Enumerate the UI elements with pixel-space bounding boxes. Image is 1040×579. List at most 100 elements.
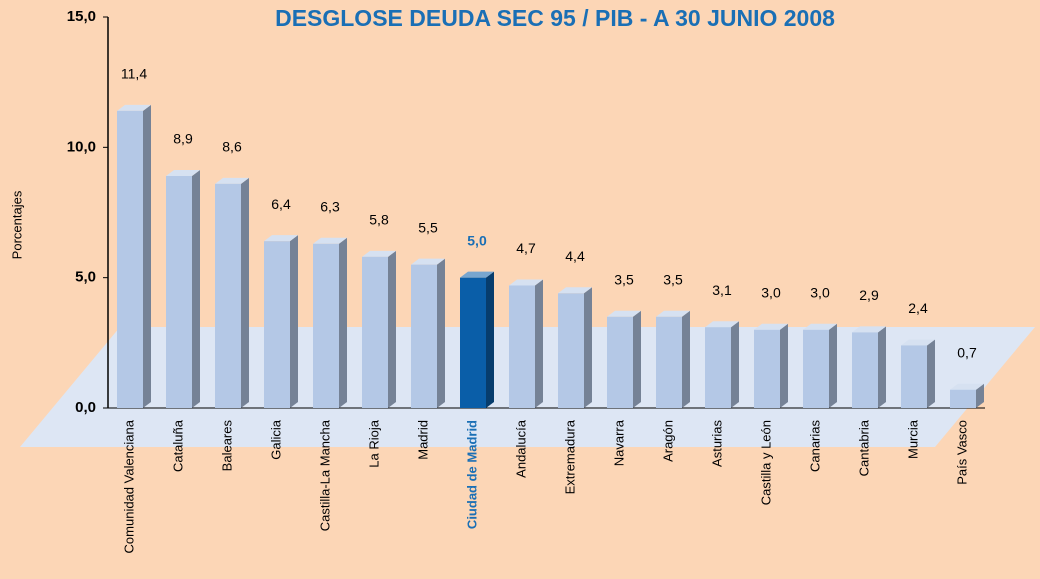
x-tick-label: Galicia — [268, 419, 283, 460]
bar-top — [215, 177, 249, 184]
bar-side — [927, 339, 935, 408]
y-tick-label: 5,0 — [75, 269, 96, 286]
bar — [852, 326, 886, 408]
bar — [901, 339, 935, 408]
y-tick-label: 15,0 — [67, 8, 96, 25]
x-tick-label: Madrid — [415, 420, 430, 460]
bar-front — [166, 176, 192, 408]
value-label: 5,5 — [418, 219, 438, 235]
bar-top — [754, 323, 788, 330]
bar-side — [731, 321, 739, 408]
x-tick-label: Cataluña — [170, 419, 185, 472]
x-tick-label: Navarra — [611, 419, 626, 466]
bar-top — [607, 310, 641, 317]
bar-side — [143, 104, 151, 408]
bar — [656, 310, 690, 408]
y-tick-label: 0,0 — [75, 399, 96, 416]
bar-front — [803, 329, 829, 408]
y-axis-label: Porcentajes — [9, 190, 24, 259]
x-tick-label: Ciudad de Madrid — [464, 420, 479, 529]
bar-top — [460, 271, 494, 278]
bar-top — [411, 258, 445, 265]
bar-side — [388, 250, 396, 408]
bar-top — [852, 326, 886, 333]
bar — [313, 237, 347, 408]
bar-side — [535, 279, 543, 408]
bar-front — [607, 316, 633, 408]
y-tick-label: 10,0 — [67, 138, 96, 155]
bar — [264, 235, 298, 408]
value-label: 3,5 — [614, 271, 634, 287]
bar-front — [901, 345, 927, 408]
bar-top — [264, 235, 298, 242]
bar-side — [976, 383, 984, 408]
bar-side — [437, 258, 445, 408]
value-label: 8,9 — [173, 131, 193, 147]
x-tick-label: Asturias — [709, 420, 724, 467]
x-tick-label: Cantabria — [856, 419, 871, 476]
bar-side — [584, 287, 592, 408]
x-tick-label: Extremadura — [562, 419, 577, 494]
bar-top — [313, 237, 347, 244]
value-label: 11,4 — [121, 66, 147, 82]
bar-side — [486, 271, 494, 408]
bar-top — [509, 279, 543, 286]
x-tick-label: Castilla-La Mancha — [317, 419, 332, 531]
x-tick-label: Baleares — [219, 420, 234, 472]
bar-front — [215, 183, 241, 408]
bar-top — [117, 104, 151, 111]
bar-front — [754, 329, 780, 408]
bar-top — [950, 383, 984, 390]
bar — [607, 310, 641, 408]
bar-front — [411, 264, 437, 408]
bar — [460, 271, 494, 408]
bar — [166, 170, 200, 408]
value-label: 3,0 — [761, 285, 781, 301]
value-label: 5,0 — [467, 232, 487, 248]
x-tick-label: Murcia — [905, 419, 920, 459]
value-label: 3,1 — [712, 282, 732, 298]
bar-front — [852, 332, 878, 408]
bar-top — [166, 170, 200, 177]
bar-side — [780, 323, 788, 408]
x-tick-label: Aragón — [660, 420, 675, 462]
value-label: 8,6 — [222, 139, 242, 155]
bar-side — [682, 310, 690, 408]
bar — [117, 104, 151, 408]
value-label: 6,4 — [271, 196, 291, 212]
bar-front — [656, 316, 682, 408]
bar — [558, 287, 592, 408]
bar-top — [901, 339, 935, 346]
bar-front — [950, 389, 976, 408]
bar — [754, 323, 788, 408]
value-label: 3,0 — [810, 285, 830, 301]
bar-front — [509, 285, 535, 408]
bar — [362, 250, 396, 408]
bar-side — [339, 237, 347, 408]
bar-side — [633, 310, 641, 408]
bar-front — [264, 241, 290, 408]
bar-top — [558, 287, 592, 294]
bar-top — [705, 321, 739, 328]
bar-front — [313, 243, 339, 408]
bar-top — [362, 250, 396, 257]
bar-side — [878, 326, 886, 408]
bar-front — [705, 327, 731, 408]
bar-side — [241, 177, 249, 408]
value-label: 4,7 — [516, 240, 536, 256]
bar-front — [117, 110, 143, 408]
bar-side — [290, 235, 298, 408]
bar-front — [460, 277, 486, 408]
bar-front — [362, 256, 388, 408]
x-tick-label: La Rioja — [366, 419, 381, 467]
value-label: 0,7 — [957, 344, 977, 360]
bar — [803, 323, 837, 408]
bar — [509, 279, 543, 408]
value-label: 3,5 — [663, 271, 683, 287]
bar-side — [192, 170, 200, 408]
bar — [215, 177, 249, 408]
bar-side — [829, 323, 837, 408]
bar-top — [656, 310, 690, 317]
bar-top — [803, 323, 837, 330]
